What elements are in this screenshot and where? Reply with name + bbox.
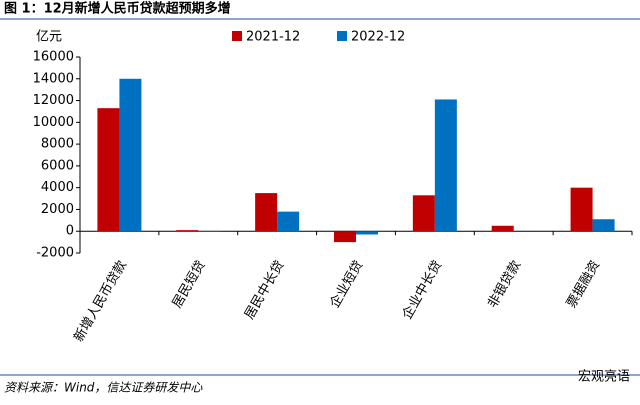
x-tick-label: 票据融资 xyxy=(564,258,603,311)
legend-swatch xyxy=(337,31,347,41)
x-tick-label: 新增人民币贷款 xyxy=(71,258,130,345)
bar xyxy=(277,211,300,232)
y-tick-label: 0 xyxy=(66,224,74,239)
bar xyxy=(119,78,142,232)
legend-swatch xyxy=(232,31,242,41)
bar xyxy=(255,193,278,232)
bar xyxy=(356,231,378,235)
y-tick-label: 8000 xyxy=(41,137,74,152)
x-tick-label: 居民中长贷 xyxy=(242,258,287,322)
bar xyxy=(491,225,514,232)
bar xyxy=(592,219,615,232)
bar xyxy=(434,99,457,232)
y-tick-label: 4000 xyxy=(41,180,74,195)
chart-title: 图 1：12月新增人民币贷款超预期多增 xyxy=(4,1,231,17)
y-tick-label: 10000 xyxy=(33,115,74,130)
y-tick-label: 14000 xyxy=(33,71,74,86)
legend-label: 2022-12 xyxy=(351,30,405,45)
y-tick-label: -2000 xyxy=(36,246,74,261)
bar xyxy=(97,108,120,232)
x-tick-label: 非银贷款 xyxy=(485,258,524,311)
x-tick-label: 企业中长贷 xyxy=(399,258,445,322)
bar xyxy=(570,187,593,232)
y-tick-label: 16000 xyxy=(33,50,74,65)
y-tick-label: 2000 xyxy=(41,202,74,217)
x-tick-label: 居民短贷 xyxy=(170,258,209,311)
bar xyxy=(412,195,435,232)
bar xyxy=(176,230,199,232)
bar xyxy=(198,231,221,232)
source: 资料来源：Wind，信达证券研发中心 xyxy=(4,381,203,395)
legend-label: 2021-12 xyxy=(246,30,300,45)
y-tick-label: 6000 xyxy=(41,158,74,173)
y-tick-label: 12000 xyxy=(33,93,74,108)
y-unit: 亿元 xyxy=(36,30,62,45)
x-tick-label: 企业短贷 xyxy=(327,258,367,311)
watermark: 宏观亮语 xyxy=(578,369,630,385)
bar xyxy=(334,231,356,243)
